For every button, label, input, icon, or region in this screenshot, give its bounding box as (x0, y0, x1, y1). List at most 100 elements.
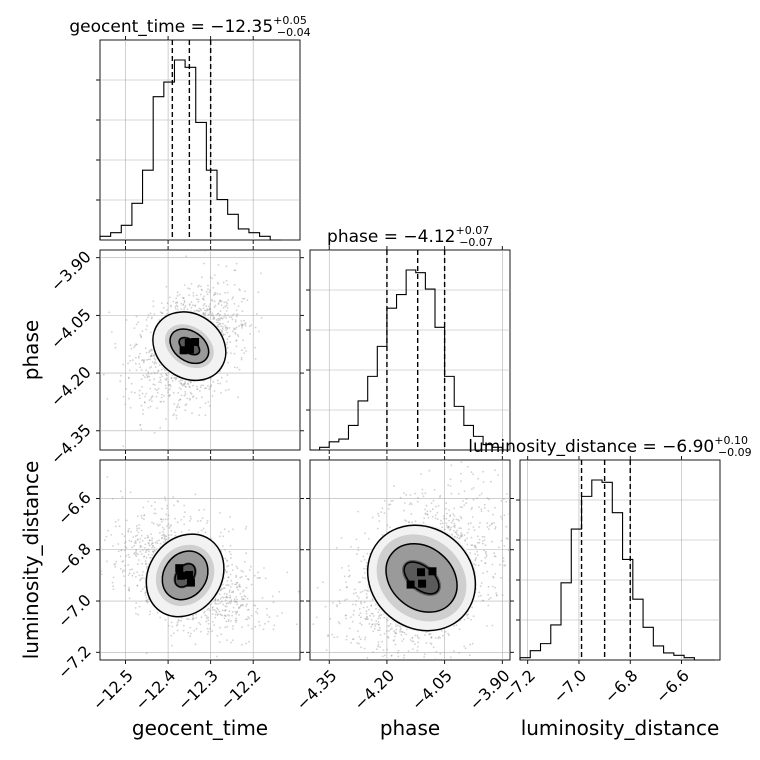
sample-point (481, 540, 484, 542)
sample-point (144, 560, 147, 563)
sample-point (142, 506, 145, 509)
sample-point (135, 612, 137, 615)
sample-point (359, 687, 361, 689)
sample-point (214, 616, 217, 619)
sample-point (128, 556, 131, 558)
sample-point (213, 274, 216, 276)
panel-title-phase: phase = −4.12+0.07 −0.07 (327, 224, 493, 249)
sample-point (136, 539, 139, 541)
sample-point (479, 585, 482, 588)
sample-point (224, 548, 227, 551)
sample-point (162, 518, 165, 521)
sample-point (209, 289, 211, 292)
sample-point (156, 611, 159, 614)
sample-point (240, 358, 243, 361)
sample-point (470, 536, 473, 539)
sample-point (494, 586, 496, 589)
sample-point (485, 658, 488, 660)
sample-point (537, 395, 539, 397)
sample-point (130, 391, 133, 393)
sample-point (221, 614, 224, 617)
sample-point (463, 645, 466, 648)
sample-point (226, 327, 229, 329)
sample-point (377, 621, 380, 623)
sample-point (465, 502, 467, 505)
sample-point (386, 630, 388, 633)
sample-point (183, 308, 185, 311)
sample-point (473, 529, 476, 532)
sample-point (474, 564, 477, 567)
sample-point (144, 543, 147, 546)
x-tick-label: −12.5 (89, 666, 137, 714)
sample-point (421, 488, 424, 491)
sample-point (225, 609, 227, 611)
sample-point (194, 305, 197, 307)
sample-point (397, 649, 400, 652)
sample-point (206, 522, 208, 524)
sample-point (490, 458, 492, 460)
sample-point (197, 520, 199, 522)
sample-point (212, 621, 214, 623)
sample-point (182, 629, 185, 632)
sample-point (437, 637, 440, 640)
sample-point (381, 640, 383, 643)
sample-point (166, 504, 169, 507)
sample-point (135, 542, 137, 544)
sample-point (175, 406, 178, 409)
sample-point (206, 608, 209, 611)
sample-point (156, 540, 158, 543)
sample-point (140, 545, 143, 548)
sample-point (136, 527, 138, 530)
sample-point (174, 534, 177, 537)
sample-point (415, 678, 417, 680)
sample-point (233, 302, 236, 305)
sample-point (167, 383, 170, 386)
sample-point (262, 628, 265, 631)
sample-point (138, 389, 141, 392)
sample-point (128, 586, 131, 589)
sample-point (149, 312, 152, 315)
sample-point (197, 531, 200, 533)
sample-point (506, 493, 508, 495)
sample-point (114, 520, 117, 523)
sample-point (138, 356, 140, 359)
sample-point (235, 315, 238, 318)
sample-point (372, 630, 375, 633)
sample-point (493, 522, 495, 524)
sample-point (332, 601, 334, 604)
panel-frame-1-1 (309, 249, 511, 451)
sample-point (469, 552, 472, 554)
sample-point (468, 654, 471, 657)
sample-point (461, 506, 464, 509)
sample-point (470, 471, 473, 473)
sample-point (457, 492, 460, 495)
sample-point (476, 535, 479, 538)
sample-point (456, 529, 459, 532)
sample-point (250, 583, 253, 586)
sample-point (140, 428, 143, 431)
sample-point (176, 521, 179, 524)
sample-point (142, 577, 144, 579)
sample-point (213, 306, 216, 309)
sample-point (233, 600, 236, 603)
sample-point (416, 634, 419, 637)
sample-point (112, 545, 114, 547)
sample-point (215, 610, 217, 612)
sample-point (186, 618, 188, 620)
sample-point (236, 581, 238, 584)
sample-point (198, 621, 200, 624)
x-tick-label: −6.6 (652, 666, 693, 707)
sample-point (164, 372, 167, 375)
sample-point (345, 635, 348, 638)
sample-point (215, 655, 218, 658)
sample-point (414, 634, 417, 637)
sample-point (501, 517, 503, 520)
sample-point (236, 586, 238, 588)
sample-point (225, 310, 228, 312)
sample-point (456, 536, 459, 539)
sample-point (180, 382, 183, 385)
sample-point (227, 314, 230, 316)
density-peak-block (428, 567, 437, 576)
sample-point (243, 347, 246, 349)
sample-point (170, 377, 173, 380)
